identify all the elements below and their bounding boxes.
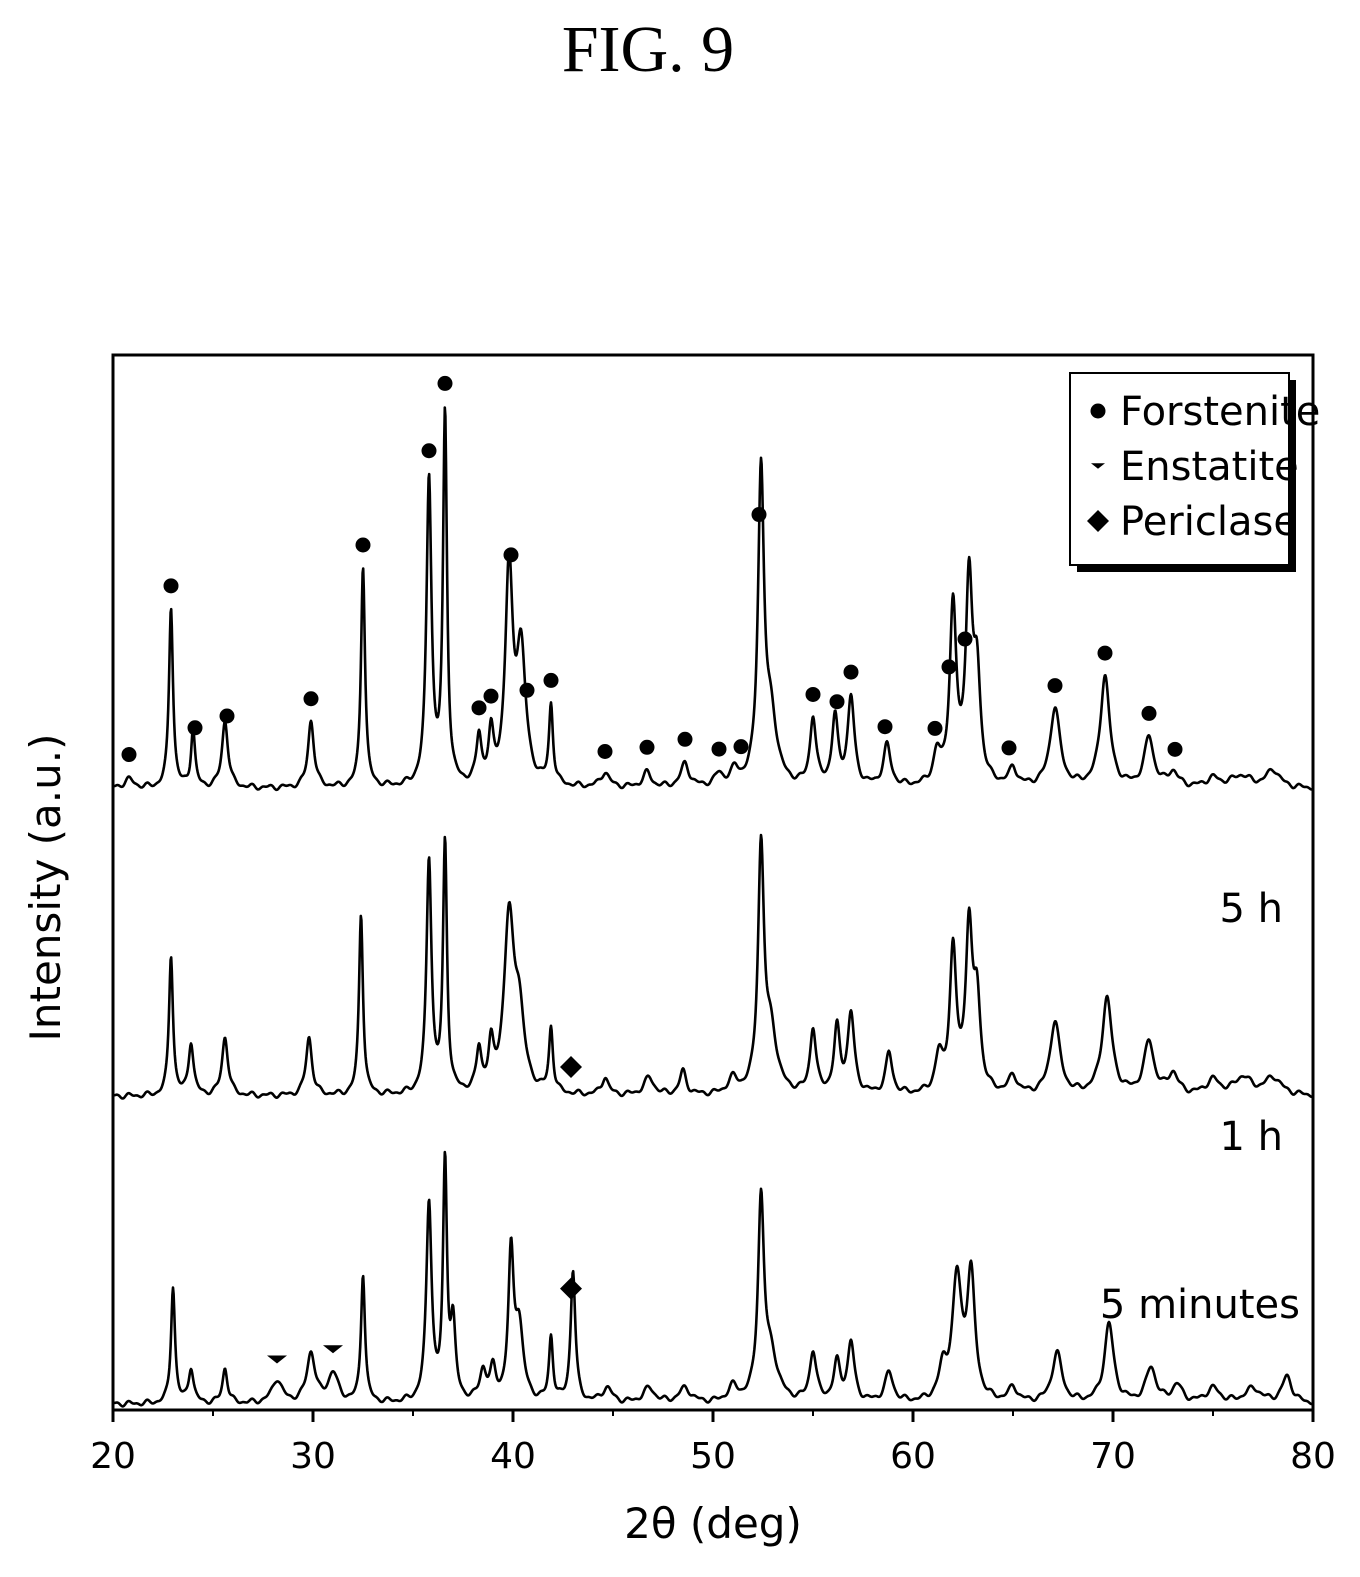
marker-forstenite-0-12 xyxy=(543,672,559,688)
legend-items: Forstenite Enstatite Periclase xyxy=(1087,389,1320,545)
x-axis-label: 2θ (deg) xyxy=(624,1499,802,1548)
x-tick-label-60: 60 xyxy=(890,1436,936,1477)
marker-enstatite-1-1 xyxy=(323,1345,343,1354)
trace-label-2: 5 h xyxy=(1219,886,1283,932)
trace-labels: 5 minutes 1 h 5 h xyxy=(1100,886,1300,1328)
marker-forstenite-0-1 xyxy=(163,578,179,594)
trace-label-0: 5 minutes xyxy=(1100,1282,1300,1328)
marker-forstenite-0-29 xyxy=(1141,705,1157,721)
trace-label-1: 1 h xyxy=(1219,1114,1283,1160)
marker-forstenite-0-30 xyxy=(1167,741,1183,757)
marker-forstenite-0-2 xyxy=(187,720,203,736)
marker-forstenite-0-28 xyxy=(1097,645,1113,661)
marker-forstenite-0-11 xyxy=(519,682,535,698)
marker-forstenite-0-0 xyxy=(121,747,137,763)
legend: Forstenite Enstatite Periclase xyxy=(1069,372,1320,572)
marker-periclase-3-0 xyxy=(560,1277,582,1300)
marker-forstenite-0-8 xyxy=(471,700,487,716)
marker-forstenite-0-18 xyxy=(751,507,767,523)
marker-forstenite-0-23 xyxy=(927,720,943,736)
legend-label-periclase: Periclase xyxy=(1120,499,1298,545)
marker-forstenite-0-26 xyxy=(1001,740,1017,756)
marker-forstenite-0-7 xyxy=(437,375,453,391)
x-tick-label-20: 20 xyxy=(90,1436,136,1477)
marker-forstenite-0-3 xyxy=(219,708,235,724)
y-axis-label: Intensity (a.u.) xyxy=(21,734,70,1042)
legend-label-enstatite: Enstatite xyxy=(1120,444,1299,490)
x-tick-label-30: 30 xyxy=(290,1436,336,1477)
marker-enstatite-1-0 xyxy=(267,1355,287,1364)
trace-line-2 xyxy=(112,406,1314,792)
marker-forstenite-0-14 xyxy=(639,739,655,755)
marker-forstenite-0-22 xyxy=(877,719,893,735)
traces xyxy=(112,406,1314,1408)
marker-forstenite-0-4 xyxy=(303,691,319,707)
trace-line-0 xyxy=(112,1150,1314,1408)
marker-forstenite-0-27 xyxy=(1047,678,1063,694)
x-tick-label-50: 50 xyxy=(690,1436,736,1477)
x-tick-label-40: 40 xyxy=(490,1436,536,1477)
marker-forstenite-0-24 xyxy=(941,659,957,675)
marker-forstenite-0-10 xyxy=(503,547,519,563)
marker-forstenite-0-5 xyxy=(355,537,371,553)
marker-forstenite-0-17 xyxy=(733,739,749,755)
marker-periclase-2-0 xyxy=(560,1056,582,1079)
marker-forstenite-0-13 xyxy=(597,744,613,760)
x-tick-label-70: 70 xyxy=(1090,1436,1136,1477)
legend-box xyxy=(1069,372,1290,566)
legend-label-forstenite: Forstenite xyxy=(1120,389,1320,435)
legend-marker-enstatite xyxy=(1091,463,1105,469)
trace-line-1 xyxy=(112,833,1314,1100)
marker-forstenite-0-6 xyxy=(421,443,437,459)
marker-forstenite-0-9 xyxy=(483,688,499,704)
legend-marker-forstenite xyxy=(1090,403,1106,419)
phase-markers xyxy=(121,375,1183,1364)
legend-marker-periclase xyxy=(1087,510,1109,532)
marker-forstenite-0-25 xyxy=(957,631,973,647)
marker-forstenite-0-15 xyxy=(677,731,693,747)
x-tick-label-80: 80 xyxy=(1290,1436,1336,1477)
marker-forstenite-0-20 xyxy=(829,694,845,710)
marker-forstenite-0-19 xyxy=(805,686,821,702)
x-axis-ticks: 20 30 40 50 60 70 80 xyxy=(90,1410,1336,1477)
marker-forstenite-0-16 xyxy=(711,741,727,757)
figure-title: FIG. 9 xyxy=(561,13,735,86)
marker-forstenite-0-21 xyxy=(843,664,859,680)
